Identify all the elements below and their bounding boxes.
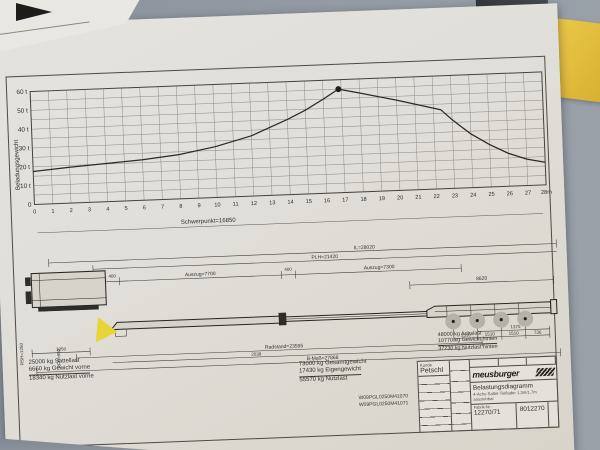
title-block-bottom-row: Fabrik-Nr.: 12270/71 8012270 [471, 401, 559, 430]
title-block-main-column: meusburger Belastungsdiagramm 4-Achs-Sat… [469, 356, 559, 430]
chart-plot-area: 0 1 2 3 4 5 6 7 8 9 10 11 12 13 14 15 16 17 18 19 20 21 22 23 24… [16, 71, 552, 216]
svg-text:60 t: 60 t [16, 89, 27, 96]
svg-text:23: 23 [452, 193, 458, 199]
svg-text:4: 4 [106, 207, 109, 213]
svg-text:6: 6 [143, 205, 146, 211]
dim-1510a-label: 1510 [461, 332, 472, 337]
total-weights-block: 73000 kg Gesamtgewicht 17430 kg Eigengew… [299, 359, 368, 385]
axle-wheels [445, 310, 534, 330]
svg-text:15: 15 [306, 199, 312, 205]
dim-8620-label: 8620 [476, 276, 488, 282]
drawing-number: 8012270 [519, 404, 545, 413]
dim-2038-label: 2038 [251, 351, 262, 356]
svg-text:27: 27 [525, 190, 531, 196]
svg-text:20: 20 [397, 195, 403, 201]
svg-text:14: 14 [287, 200, 293, 206]
svg-text:18: 18 [360, 197, 366, 203]
svg-text:28m: 28m [541, 190, 552, 196]
svg-text:16: 16 [324, 198, 330, 204]
svg-text:2: 2 [70, 208, 73, 214]
svg-text:5: 5 [124, 206, 127, 212]
chart-caption: Schwerpunkt=16850 [181, 218, 237, 226]
svg-text:9: 9 [198, 203, 201, 209]
dim-1510b-label: 1510 [485, 331, 496, 336]
dim-radstand-label: Radstand=23595 [265, 343, 304, 350]
trailer-body [25, 270, 558, 337]
dim-auszug1-label: Auszug=7700 [185, 271, 216, 278]
dim-bmass-label: B-Maß=27868 [307, 355, 339, 362]
dim-height-mid-label: RFH=950 [56, 348, 62, 368]
title-block-end-cell [547, 401, 559, 427]
svg-text:11: 11 [233, 202, 239, 208]
title-block-mid-column [449, 359, 473, 431]
svg-text:1: 1 [51, 209, 54, 215]
brand-flag-icon [535, 367, 556, 377]
svg-text:26: 26 [507, 191, 513, 197]
dim-plh-label: PLH=21420 [311, 254, 338, 261]
svg-text:7: 7 [161, 204, 164, 210]
dim-1510c-label: 1510 [509, 330, 520, 335]
chart-y-axis-title: Beladungsgewicht [13, 139, 22, 190]
title-block-customer-column: Kunde Petschl [417, 360, 453, 432]
paper-sheet: 0 1 2 3 4 5 6 7 8 9 10 11 12 13 14 15 16 17 18 19 20 21 22 23 24… [0, 3, 575, 450]
svg-text:0: 0 [28, 202, 32, 209]
svg-text:25: 25 [488, 192, 494, 198]
meusburger-logo: meusburger [472, 368, 520, 380]
trailer-drawing: IL=28020 PLH=21420 PLV=3400 400 Auszug=7… [19, 239, 561, 377]
svg-text:22: 22 [434, 194, 440, 200]
front-weights-block: 25000 kg Sattellast 6660 kg Gewicht vorn… [28, 357, 94, 383]
fabrik-nr-cell: Fabrik-Nr.: 12270/71 [471, 402, 518, 430]
svg-text:50 t: 50 t [17, 107, 28, 114]
dim-1375-label: 1375 [510, 324, 521, 329]
dim-1050-label: 1050 [56, 346, 67, 351]
dim-il-label: IL=28020 [354, 244, 375, 251]
dim-400b-label: 400 [284, 267, 292, 272]
desk-corner [0, 438, 150, 450]
svg-text:12: 12 [251, 201, 257, 207]
svg-text:20 t: 20 t [19, 164, 30, 171]
dim-400a-label: 400 [108, 273, 116, 278]
rear-weights-block: 48000 kg Achslast 10770 kg Gewicht hinte… [438, 330, 498, 353]
svg-text:30 t: 30 t [19, 145, 30, 152]
svg-text:21: 21 [415, 195, 421, 201]
sheet-edge-line [0, 21, 90, 36]
svg-text:10 t: 10 t [20, 183, 31, 190]
black-arrow-icon [16, 3, 52, 21]
dim-736-label: 736 [534, 330, 542, 335]
svg-text:8: 8 [179, 204, 182, 210]
svg-text:3: 3 [88, 207, 91, 213]
svg-text:40 t: 40 t [18, 126, 29, 133]
title-block: Kunde Petschl meusburger Belastungsdiagr… [416, 355, 560, 433]
load-chart: 0 1 2 3 4 5 6 7 8 9 10 11 12 13 14 15 16 17 18 19 20 21 22 23 24… [13, 71, 552, 234]
svg-text:13: 13 [269, 200, 275, 206]
fabrik-nr-value: 12270/71 [473, 408, 501, 417]
svg-text:24: 24 [470, 193, 476, 199]
svg-text:17: 17 [342, 197, 348, 203]
svg-text:0: 0 [33, 209, 36, 215]
dim-height-left-label: RSH=1250 [19, 342, 25, 365]
revision-rows [418, 375, 452, 432]
svg-text:19: 19 [379, 196, 385, 202]
dim-auszug2-label: Auszug=7300 [364, 264, 395, 271]
svg-text:10: 10 [214, 202, 220, 208]
